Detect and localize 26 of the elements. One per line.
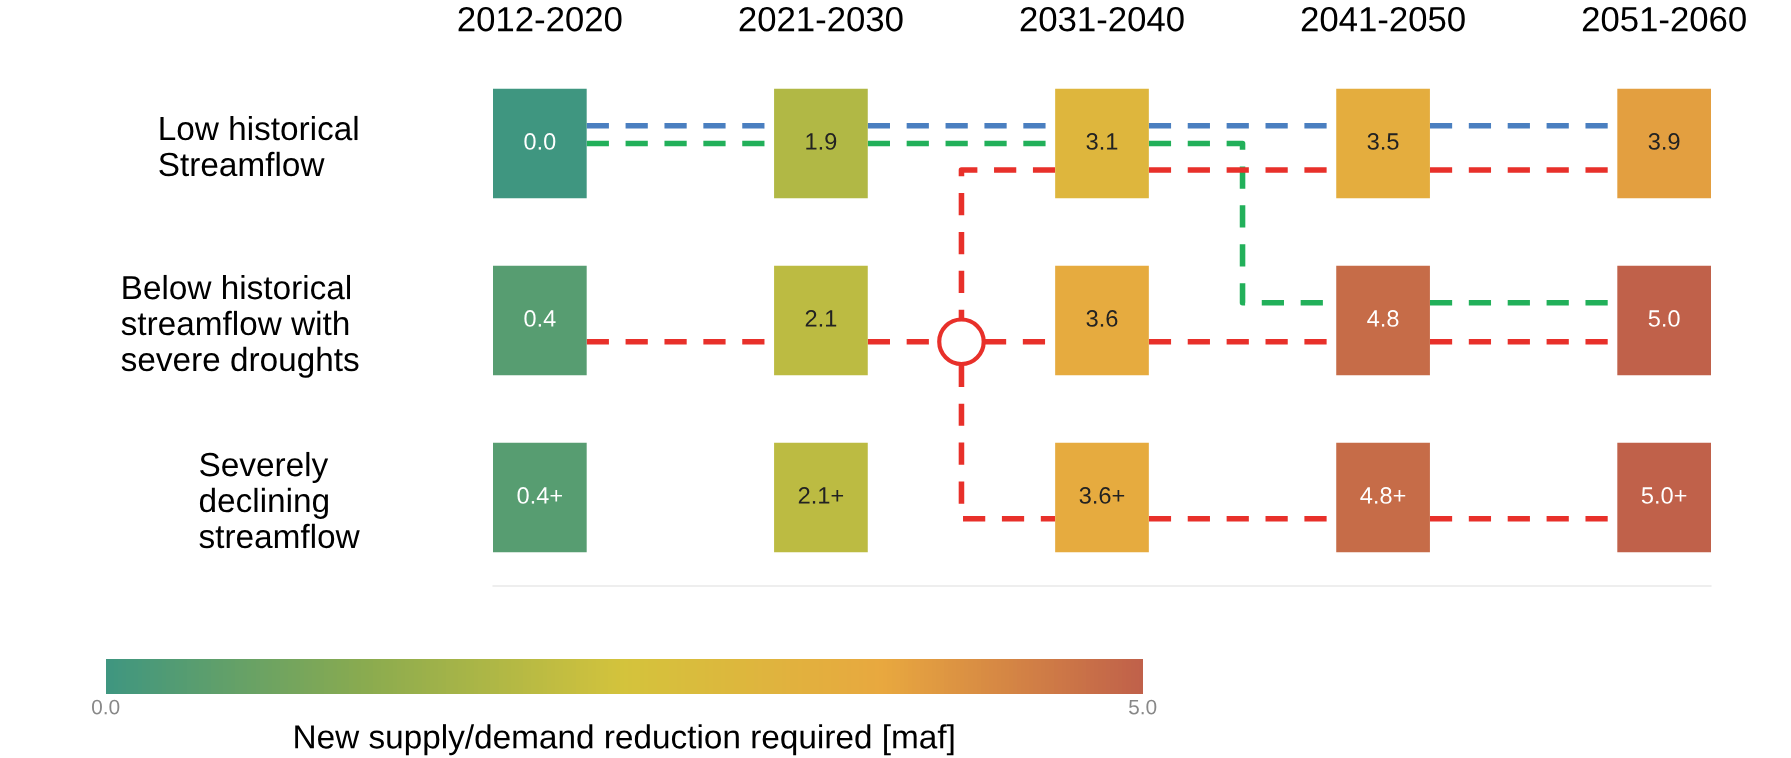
data-label: 3.5 [1367, 133, 1399, 150]
color-bar-label: 5.0 [1129, 699, 1157, 715]
data-label: 1.9 [806, 133, 837, 150]
data-label: 3.9 [1648, 133, 1680, 150]
y-tick-label: Severely declining streamflow [199, 451, 360, 549]
y-tick-label: Below historical streamflow with severe droughts [121, 274, 359, 378]
x-tick-label: 2021-2030 [739, 6, 903, 32]
data-label: 0.4 [524, 310, 556, 327]
data-label: 2.1+ [798, 487, 844, 504]
data-label: 3.6 [1086, 310, 1118, 327]
x-tick-label: 2051-2060 [1582, 6, 1746, 32]
data-label: 3.1 [1086, 133, 1118, 150]
data-label: 2.1 [805, 310, 837, 327]
data-label: 5.0+ [1641, 487, 1687, 504]
data-label: 4.8+ [1360, 487, 1406, 504]
y-tick-label: Low historical Streamflow [159, 115, 358, 177]
color-bar-label: 0.0 [92, 699, 120, 715]
data-label: 0.4+ [517, 487, 562, 504]
x-tick-label: 2012-2020 [458, 6, 622, 32]
x-tick-label: 2041-2050 [1301, 6, 1465, 32]
color-bar-title: New supply/demand reduction required [maf] [295, 724, 954, 756]
data-label: 4.8 [1367, 310, 1399, 327]
data-label: 3.6+ [1079, 487, 1125, 504]
data-label: 5.0 [1648, 310, 1680, 327]
data-label: 0.0 [524, 133, 556, 150]
x-tick-label: 2031-2040 [1020, 6, 1184, 32]
